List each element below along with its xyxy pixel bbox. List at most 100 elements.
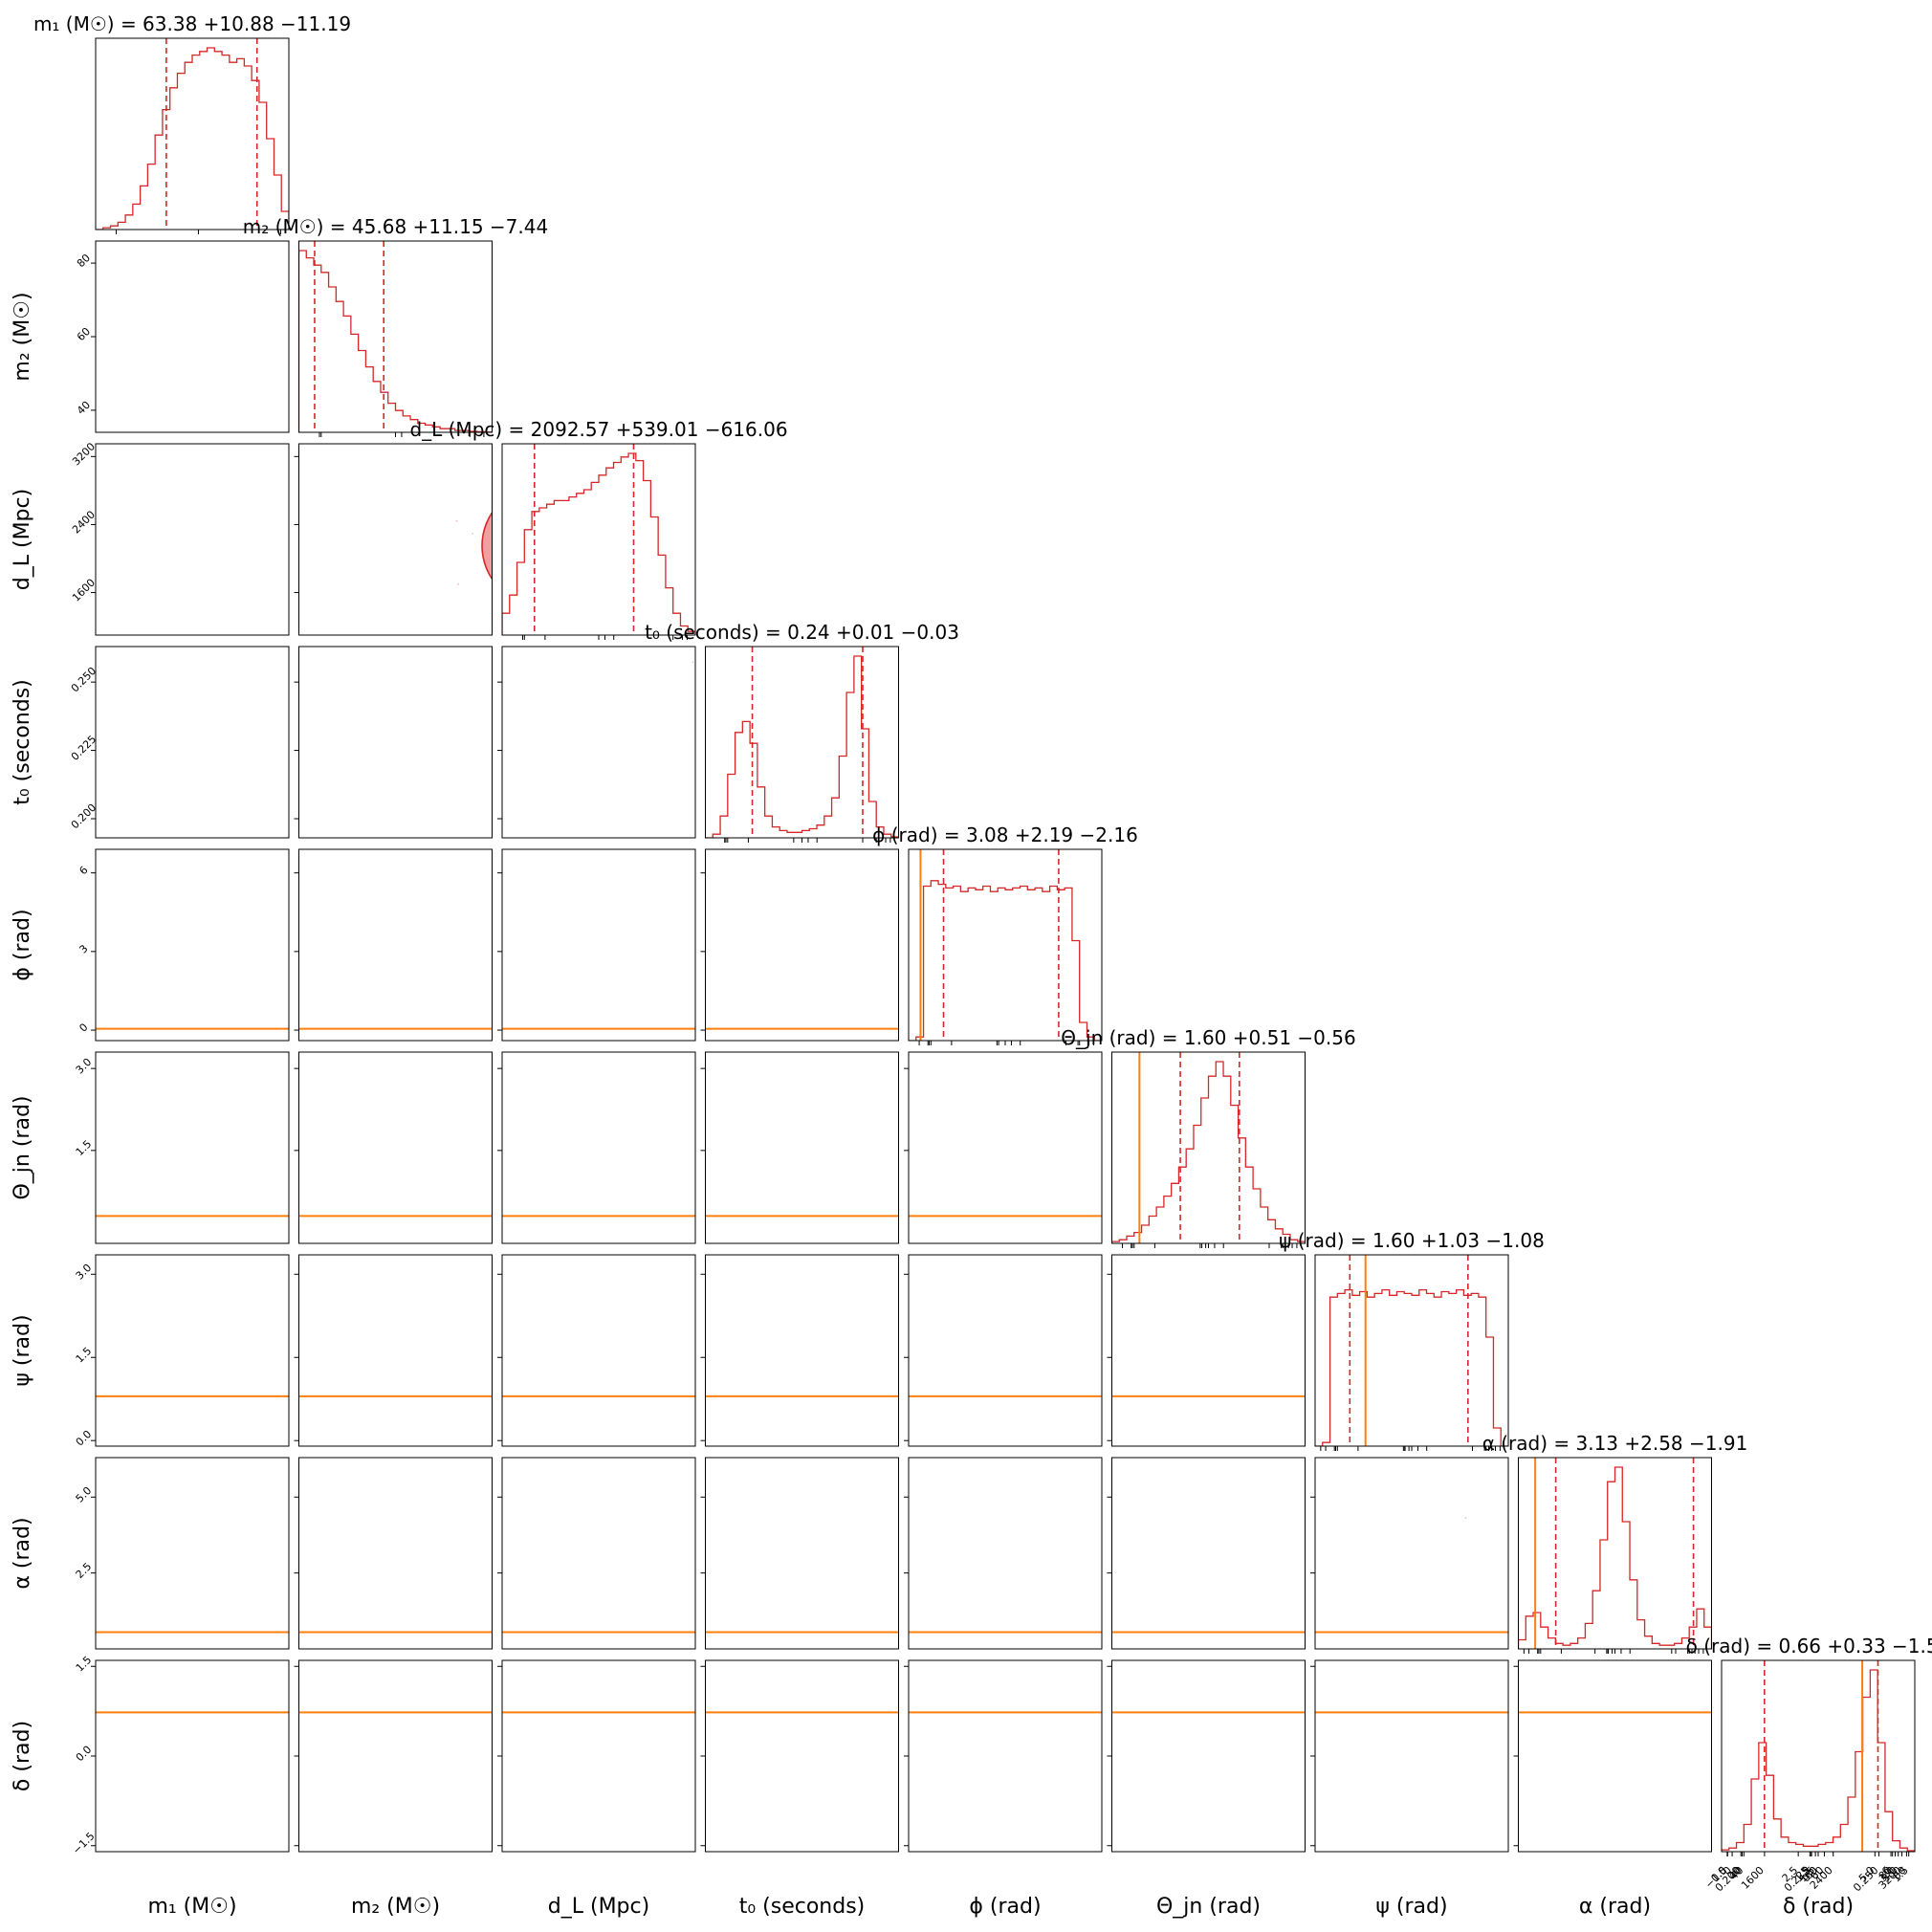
sample-point <box>1142 1110 1144 1112</box>
sample-point <box>1489 1558 1491 1560</box>
contour-inner <box>954 983 1043 1010</box>
sample-point <box>608 655 610 657</box>
sample-point <box>1389 1371 1391 1372</box>
sample-point <box>1830 1767 1832 1768</box>
sample-point <box>1449 1332 1451 1334</box>
sample-point <box>1009 959 1011 961</box>
sample-point <box>1374 1367 1376 1369</box>
sample-point <box>1857 1703 1859 1705</box>
sample-point <box>1643 1480 1645 1482</box>
contour-outer <box>1718 1687 1746 1730</box>
contour-inner <box>1564 1628 1654 1649</box>
sample-point <box>1382 1347 1384 1349</box>
contour-inner <box>1347 1305 1373 1399</box>
sample-point <box>1781 1703 1783 1705</box>
sample-point <box>455 519 458 522</box>
sample-point <box>1731 1821 1733 1823</box>
sample-point <box>1372 1289 1374 1291</box>
sample-point <box>1359 1267 1361 1269</box>
sample-point <box>1526 1472 1528 1474</box>
sample-point <box>1827 1689 1829 1691</box>
joint-panel-theta-psi <box>1107 1254 1493 1451</box>
contour-outer <box>1751 1783 1873 1826</box>
sample-point <box>1893 1794 1895 1796</box>
contour-inner <box>1564 1539 1654 1570</box>
sample-point <box>1668 1460 1670 1462</box>
sample-point <box>1626 1493 1628 1495</box>
sample-point <box>1458 1406 1460 1408</box>
sample-point <box>1828 1702 1830 1704</box>
sample-point <box>999 882 1001 884</box>
sample-point <box>1173 1147 1175 1149</box>
sample-point <box>1372 1366 1373 1368</box>
sample-point <box>1740 1710 1742 1712</box>
sample-point <box>1770 1834 1772 1836</box>
sample-point <box>1182 1178 1184 1180</box>
sample-point <box>1895 1704 1897 1706</box>
sample-point <box>526 525 528 527</box>
sample-point <box>917 895 919 897</box>
sample-point <box>1629 1624 1631 1626</box>
sample-point <box>1768 1701 1770 1702</box>
sample-point <box>1744 1745 1745 1746</box>
sample-point <box>1560 1477 1562 1479</box>
axes-frame <box>501 1659 696 1853</box>
sample-point <box>1830 1811 1832 1812</box>
sample-point <box>1117 1154 1119 1156</box>
sample-point <box>1785 1810 1787 1811</box>
sample-point <box>1838 1800 1840 1802</box>
contour-inner <box>1586 1460 1650 1481</box>
sample-point <box>595 591 597 593</box>
sample-point <box>1173 1081 1175 1083</box>
sample-point <box>1659 1563 1661 1565</box>
sample-point <box>1581 1645 1583 1647</box>
sample-point <box>1050 986 1052 988</box>
sample-point <box>1562 1654 1564 1656</box>
sample-point <box>1719 1749 1721 1751</box>
sample-point <box>1631 1474 1633 1476</box>
sample-point <box>1669 1464 1671 1466</box>
sample-point <box>1470 1389 1472 1391</box>
joint-panel-phi-psi <box>904 1254 1485 1451</box>
sample-point <box>779 674 780 676</box>
sample-point <box>1441 1355 1443 1357</box>
sample-point <box>1871 1689 1873 1691</box>
sample-point <box>1036 918 1038 920</box>
sample-point <box>1049 1023 1051 1025</box>
sample-point <box>1571 1557 1573 1559</box>
sample-point <box>1773 1702 1775 1704</box>
sample-point <box>1773 1749 1775 1751</box>
sample-point <box>749 704 751 706</box>
sample-point <box>784 684 786 686</box>
sample-point <box>1433 1225 1435 1227</box>
sample-point <box>1798 1794 1800 1796</box>
sample-point <box>1909 1805 1911 1807</box>
sample-point <box>1078 909 1080 911</box>
sample-point <box>1386 1402 1388 1404</box>
sample-point <box>775 827 777 829</box>
sample-point <box>1802 1698 1804 1700</box>
sample-point <box>1846 1762 1848 1764</box>
sample-point <box>885 684 887 686</box>
sample-point <box>1813 1683 1815 1685</box>
sample-point <box>1901 1825 1903 1827</box>
sample-point <box>692 661 694 664</box>
sample-point <box>1592 1533 1594 1535</box>
sample-point <box>1436 1334 1438 1336</box>
sample-point <box>1871 1795 1873 1797</box>
sample-point <box>1745 1718 1747 1720</box>
sample-point <box>1841 1711 1843 1713</box>
axes-frame <box>95 646 290 839</box>
sample-point <box>1591 1464 1592 1466</box>
sample-point <box>1630 1625 1632 1627</box>
sample-point <box>1890 1709 1892 1711</box>
sample-point <box>1758 1547 1760 1548</box>
contour-outer <box>922 978 972 1014</box>
contour-outer <box>1328 1288 1378 1416</box>
sample-point <box>1805 1703 1807 1705</box>
sample-point <box>1777 1813 1779 1815</box>
sample-point <box>1816 1731 1818 1733</box>
sample-point <box>1240 1140 1242 1142</box>
contour-outer <box>1778 1783 1864 1826</box>
sample-point <box>1743 1811 1745 1813</box>
